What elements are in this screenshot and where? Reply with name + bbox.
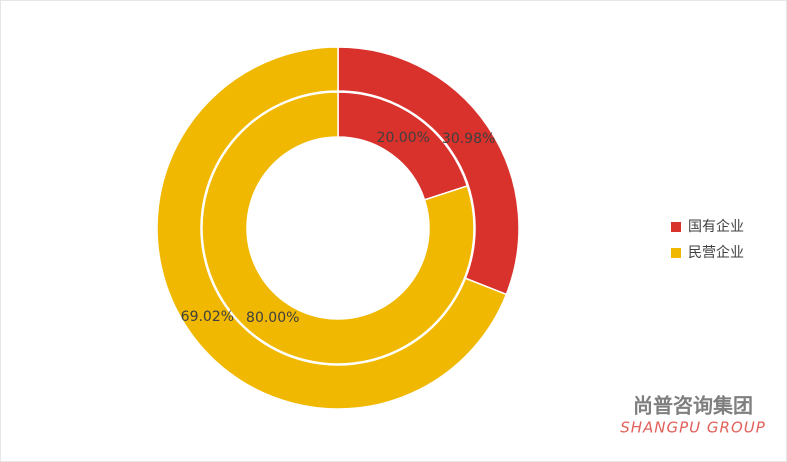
watermark-subtitle: SHANGPU GROUP [620,419,766,437]
legend-swatch [671,248,681,258]
legend-swatch [671,222,681,232]
data-label: 80.00% [246,310,299,326]
legend-label: 民营企业 [688,244,744,261]
data-label: 20.00% [377,130,430,146]
legend-label: 国有企业 [688,218,744,235]
data-label: 30.98% [442,131,495,147]
donut-segment [201,91,475,365]
donut-segment [156,46,508,410]
data-label: 69.02% [181,309,234,325]
watermark-title: 尚普咨询集团 [633,394,753,418]
